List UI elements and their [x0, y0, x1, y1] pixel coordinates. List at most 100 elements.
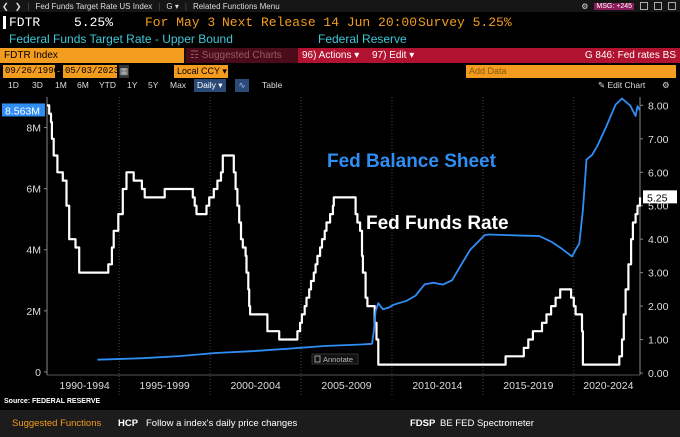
- frequency-select[interactable]: Daily ▾: [194, 79, 226, 92]
- chevron-down-icon: ▾: [218, 80, 223, 90]
- window-top-bar: ❮ ❯ | Fed Funds Target Rate US Index | G…: [0, 0, 680, 12]
- quote-line: FDTR 5.25% For May 3 Next Release 14 Jun…: [0, 14, 680, 31]
- add-data-field[interactable]: Add Data: [466, 65, 676, 78]
- chevron-down-icon: ▾: [222, 66, 227, 76]
- related-functions-menu[interactable]: Related Functions Menu: [192, 1, 280, 11]
- edit-label: 97) Edit: [372, 50, 407, 61]
- suggested-charts-label: Suggested Charts: [201, 50, 282, 61]
- edit-menu[interactable]: 97) Edit ▾: [372, 48, 414, 63]
- quote-value: 5.25%: [74, 15, 114, 30]
- security-name: Federal Funds Target Rate - Upper Bound: [9, 32, 233, 46]
- chevron-left-icon[interactable]: ❮: [2, 1, 9, 11]
- line-chart[interactable]: 1990-1994 1995-1999 2000-2004 2005-2009 2010…: [0, 92, 680, 398]
- tab-1m[interactable]: 1M: [55, 80, 67, 90]
- settings-gear-icon[interactable]: ⚙: [581, 1, 589, 11]
- tab-5y[interactable]: 5Y: [148, 80, 159, 90]
- left-tick-label: 8M: [26, 123, 41, 135]
- next-release: Next Release 14 Jun 20:00: [222, 15, 418, 30]
- currency-label: Local CCY: [177, 66, 220, 76]
- start-date-field[interactable]: 09/26/1990: [3, 65, 60, 78]
- fdsp-description[interactable]: BE FED Spectrometer: [440, 418, 534, 429]
- chart-source: Source: FEDERAL RESERVE: [4, 398, 101, 405]
- cursor-marker: [3, 16, 6, 29]
- right-tick-label: 0.00: [648, 368, 669, 380]
- balance-sheet-annotation: Fed Balance Sheet: [327, 151, 497, 172]
- annotate-button[interactable]: Annotate: [311, 353, 359, 365]
- tab-max[interactable]: Max: [170, 80, 187, 90]
- message-badge[interactable]: MSG: +245: [594, 2, 634, 10]
- fed-funds-annotation: Fed Funds Rate: [366, 213, 509, 234]
- left-tick-label: 0: [35, 367, 41, 379]
- x-tick-label: 2005-2009: [321, 380, 371, 392]
- g-menu[interactable]: G ▾: [166, 2, 178, 11]
- actions-menu[interactable]: 96) Actions ▾: [302, 48, 359, 63]
- security-source: Federal Reserve: [318, 32, 407, 46]
- right-tick-label: 2.00: [648, 301, 669, 313]
- command-bar: FDTR Index ☶ Suggested Charts 96) Action…: [0, 48, 680, 63]
- suggested-charts-button[interactable]: ☶ Suggested Charts: [186, 48, 298, 63]
- window-controls: ⚙ MSG: +245: [581, 2, 680, 11]
- x-tick-label: 1990-1994: [60, 380, 110, 392]
- chevron-down-icon: ▾: [174, 1, 179, 11]
- line-chart-icon[interactable]: ∿: [235, 79, 249, 92]
- fdsp-code[interactable]: FDSP: [410, 418, 436, 429]
- date-separator: -: [57, 66, 60, 76]
- quote-date: For May 3: [145, 15, 216, 30]
- description-line: Federal Funds Target Rate - Upper Bound …: [0, 32, 680, 47]
- tab-6m[interactable]: 6M: [77, 80, 89, 90]
- table-button[interactable]: Table: [262, 80, 283, 90]
- hcp-code[interactable]: HCP: [118, 418, 139, 429]
- chevron-right-icon[interactable]: ❯: [14, 1, 22, 11]
- minimize-icon[interactable]: [640, 2, 648, 10]
- date-bar: 09/26/1990 - 05/03/2023 ▦ Local CCY ▾ Ad…: [0, 65, 680, 78]
- calendar-icon[interactable]: ▦: [119, 65, 129, 78]
- tab-1y[interactable]: 1Y: [127, 80, 138, 90]
- ticker: FDTR: [9, 15, 41, 30]
- chart-settings-icon[interactable]: ⚙: [662, 80, 670, 90]
- fed-funds-last-value: 5.25: [647, 192, 668, 204]
- right-tick-label: 5.00: [648, 201, 669, 213]
- x-tick-label: 2015-2019: [503, 380, 553, 392]
- actions-label: 96) Actions: [302, 50, 352, 61]
- left-tick-label: 2M: [26, 306, 41, 318]
- chart-icon: ☶: [190, 50, 199, 61]
- note-icon: [314, 355, 321, 363]
- command-bar-fill: [298, 48, 680, 63]
- left-tick-label: 4M: [26, 245, 41, 257]
- edit-chart-label: Edit Chart: [607, 80, 646, 90]
- right-tick-label: 8.00: [648, 100, 669, 112]
- chevron-down-icon: ▾: [409, 50, 415, 61]
- x-tick-label: 2020-2024: [583, 380, 633, 392]
- close-icon[interactable]: [668, 2, 676, 10]
- chevron-down-icon: ▾: [354, 50, 360, 61]
- breadcrumb[interactable]: Fed Funds Target Rate US Index: [35, 1, 153, 11]
- survey: Survey 5.25%: [418, 15, 512, 30]
- divider: |: [158, 1, 161, 11]
- left-tick-label: 6M: [26, 184, 41, 196]
- x-tick-label: 2010-2014: [412, 380, 462, 392]
- divider: |: [27, 1, 30, 11]
- hcp-description[interactable]: Follow a index's daily price changes: [146, 418, 298, 429]
- tab-ytd[interactable]: YTD: [99, 80, 116, 90]
- g-menu-label: G: [166, 1, 173, 11]
- currency-select[interactable]: Local CCY ▾: [174, 65, 228, 78]
- fed-balance-sheet-series-line: [97, 97, 641, 361]
- pencil-icon: ✎: [598, 80, 606, 90]
- right-tick-label: 7.00: [648, 134, 669, 146]
- security-field[interactable]: FDTR Index: [0, 48, 184, 63]
- footer-bar: Suggested Functions HCP Follow a index's…: [0, 410, 680, 437]
- x-tick-label: 2000-2004: [230, 380, 280, 392]
- fed-funds-rate-series-line: [47, 104, 642, 366]
- x-tick-label: 1995-1999: [140, 380, 190, 392]
- right-tick-label: 3.00: [648, 268, 669, 280]
- tab-3d[interactable]: 3D: [32, 80, 43, 90]
- edit-chart-button[interactable]: ✎ Edit Chart: [598, 79, 645, 92]
- tab-1d[interactable]: 1D: [8, 80, 19, 90]
- maximize-icon[interactable]: [654, 2, 662, 10]
- frequency-label: Daily: [197, 80, 216, 90]
- right-tick-label: 1.00: [648, 335, 669, 347]
- end-date-field[interactable]: 05/03/2023: [63, 65, 120, 78]
- suggested-functions-link[interactable]: Suggested Functions: [12, 418, 102, 429]
- right-tick-label: 6.00: [648, 167, 669, 179]
- balance-sheet-last-value-box: [2, 103, 45, 117]
